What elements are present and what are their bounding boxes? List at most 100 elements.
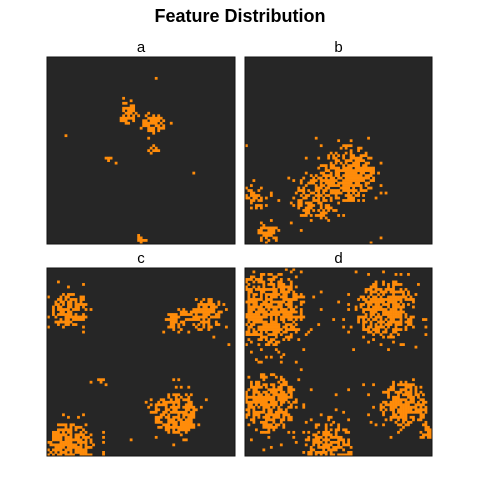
feature-cell — [289, 393, 293, 397]
feature-cell — [274, 403, 278, 407]
feature-cell — [349, 181, 353, 185]
feature-cell — [319, 216, 323, 220]
feature-cell — [382, 320, 385, 324]
feature-cell — [327, 181, 331, 185]
feature-cell — [369, 310, 373, 314]
feature-cell — [389, 318, 393, 321]
feature-cell — [369, 156, 373, 160]
feature-cell — [302, 191, 306, 195]
feature-cell — [247, 388, 251, 392]
feature-cell — [347, 440, 351, 444]
feature-cell — [212, 303, 216, 306]
feature-cell — [269, 400, 273, 404]
feature-cell — [382, 325, 385, 329]
feature-cell — [132, 104, 136, 108]
feature-cell — [334, 174, 338, 177]
feature-cell — [154, 403, 158, 407]
feature-cell — [399, 318, 403, 321]
feature-cell — [169, 315, 173, 319]
feature-cell — [287, 430, 291, 434]
feature-cell — [152, 121, 156, 125]
feature-cell — [419, 413, 423, 417]
feature-cell — [84, 315, 88, 319]
feature-cell — [369, 313, 373, 316]
feature-cell — [109, 156, 113, 160]
feature-cell — [362, 383, 365, 387]
feature-cell — [267, 403, 271, 407]
feature-cell — [264, 335, 268, 339]
feature-cell — [284, 328, 288, 331]
feature-cell — [327, 204, 331, 207]
feature-cell — [332, 453, 336, 457]
feature-cell — [394, 395, 398, 399]
feature-cell — [317, 450, 321, 454]
feature-cell — [197, 328, 201, 331]
feature-cell — [179, 420, 183, 424]
feature-cell — [317, 435, 321, 439]
feature-cell — [324, 176, 328, 180]
feature-cell — [342, 181, 346, 185]
feature-cell — [257, 229, 261, 232]
feature-cell — [397, 418, 400, 422]
feature-cell — [204, 303, 208, 306]
feature-cell — [57, 438, 60, 442]
feature-cell — [212, 315, 216, 319]
feature-cell — [384, 403, 388, 407]
feature-cell — [354, 270, 358, 274]
feature-cell — [202, 318, 206, 321]
feature-cell — [327, 174, 331, 177]
feature-cell — [127, 106, 131, 110]
feature-cell — [154, 116, 158, 120]
feature-cell — [69, 448, 73, 452]
feature-cell — [352, 179, 355, 182]
feature-cell — [379, 288, 383, 291]
feature-cell — [62, 445, 65, 449]
feature-cell — [57, 320, 60, 324]
feature-cell — [184, 418, 188, 422]
feature-cell — [247, 330, 251, 334]
feature-cell — [52, 313, 55, 316]
feature-cell — [64, 313, 68, 316]
feature-cell — [267, 278, 271, 281]
feature-cell — [177, 330, 181, 334]
feature-cell — [269, 191, 273, 195]
feature-cell — [327, 438, 331, 442]
feature-cell — [249, 199, 253, 202]
feature-cell — [102, 453, 105, 457]
feature-cell — [99, 380, 103, 384]
feature-cell — [277, 393, 281, 397]
feature-cell — [267, 273, 271, 276]
feature-cell — [202, 303, 206, 306]
feature-cell — [404, 388, 408, 392]
feature-cell — [174, 408, 178, 412]
feature-cell — [54, 448, 58, 452]
feature-cell — [369, 320, 373, 324]
feature-cell — [167, 318, 171, 321]
feature-cell — [69, 433, 73, 437]
feature-cell — [329, 453, 333, 457]
feature-cell — [257, 398, 261, 402]
feature-cell — [282, 390, 286, 394]
feature-cell — [317, 209, 321, 212]
feature-cell — [89, 445, 93, 449]
feature-cell — [269, 295, 273, 299]
feature-cell — [269, 293, 273, 296]
feature-cell — [247, 408, 251, 412]
feature-cell — [292, 325, 296, 329]
feature-cell — [172, 323, 176, 326]
feature-cell — [374, 288, 378, 291]
feature-cell — [367, 413, 370, 417]
feature-cell — [289, 415, 293, 419]
feature-cell — [279, 410, 283, 414]
feature-cell — [407, 323, 410, 326]
feature-cell — [269, 413, 273, 417]
feature-cell — [132, 116, 136, 120]
feature-cell — [82, 433, 85, 437]
feature-cell — [297, 201, 301, 205]
feature-cell — [262, 325, 266, 329]
feature-cell — [154, 420, 158, 424]
feature-cell — [249, 305, 253, 309]
feature-cell — [259, 290, 263, 294]
feature-cell — [387, 305, 390, 309]
feature-cell — [245, 408, 248, 412]
